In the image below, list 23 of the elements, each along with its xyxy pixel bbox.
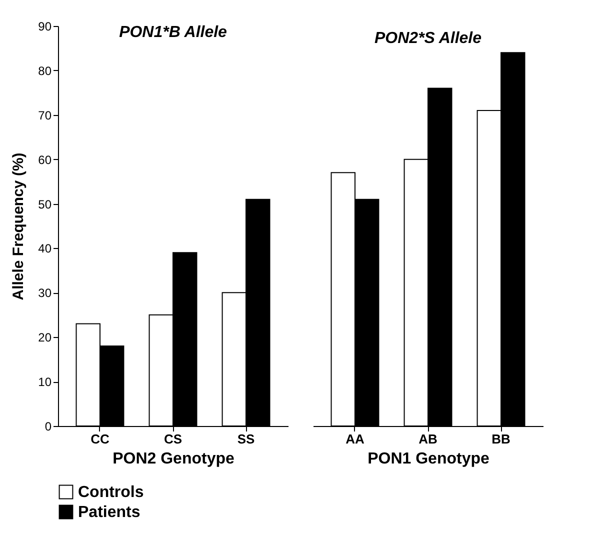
y-tick-label: 10	[38, 375, 52, 390]
y-tick-label: 50	[38, 197, 52, 212]
x-tick-label: CC	[90, 432, 110, 446]
x-tick-label: BB	[492, 432, 510, 446]
x-tick-label: SS	[237, 432, 256, 446]
x-tick-label: CS	[164, 432, 182, 446]
x-tick-label: AA	[346, 432, 365, 446]
y-tick-label: 90	[38, 20, 52, 34]
x-tick-label: AB	[418, 432, 438, 446]
y-tick-label: 30	[38, 286, 52, 300]
x-axis-title: PON2 Genotype	[112, 450, 234, 468]
y-tick-label: 60	[38, 152, 52, 167]
chart-title: PON2*S Allele	[374, 30, 482, 47]
y-tick-label: 70	[38, 108, 52, 122]
chart-title: PON1*B Allele	[119, 24, 228, 41]
y-axis-title: Allele Frequency (%)	[10, 152, 28, 300]
legend-label: Controls	[78, 484, 144, 501]
y-tick-label: 80	[38, 64, 52, 78]
legend-label: Patients	[78, 504, 140, 521]
y-tick-label: 20	[38, 330, 52, 345]
y-tick-label: 40	[38, 242, 52, 256]
x-axis-title: PON1 Genotype	[368, 450, 490, 468]
y-tick-label: 0	[44, 420, 52, 434]
